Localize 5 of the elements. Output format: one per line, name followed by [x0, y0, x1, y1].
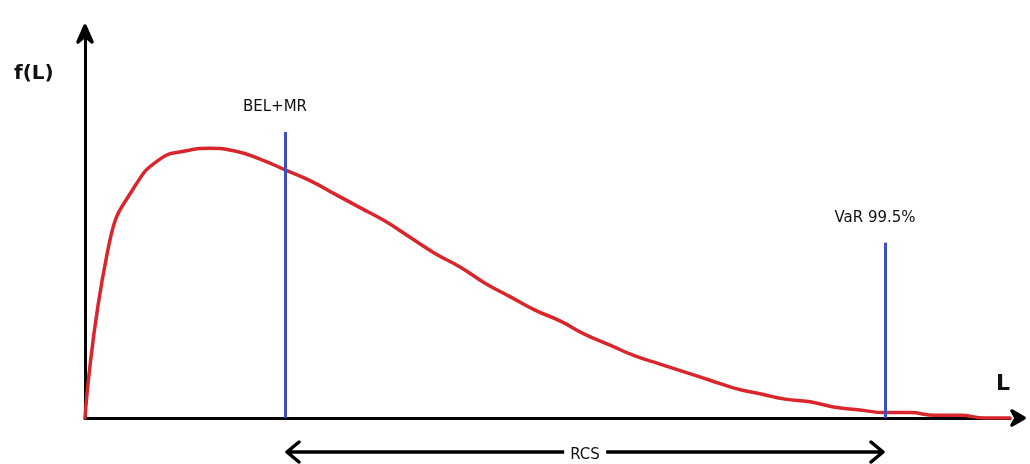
y-axis-title: f(L) — [14, 60, 54, 84]
text: BEL+MR — [236, 97, 314, 116]
annotation: VaR 99.5% — [828, 207, 922, 226]
text: RCS — [564, 445, 606, 463]
x-axis-title: L — [995, 369, 1010, 395]
